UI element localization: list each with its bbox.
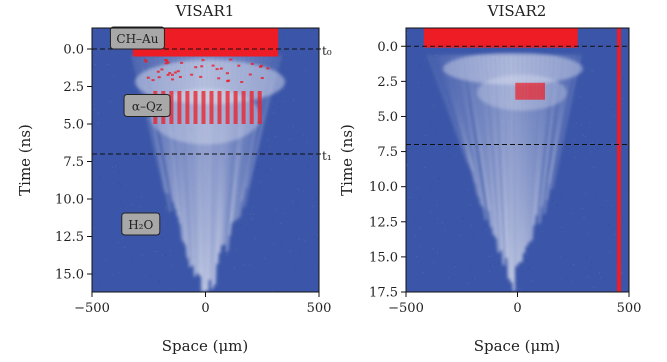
reference-line (617, 28, 621, 292)
y-tick-label: 12.5 (369, 215, 398, 230)
y-tick-label: 10.0 (369, 180, 398, 195)
y-tick-label: 7.5 (63, 155, 84, 170)
visar1-panel: VISAR1 CH–Au α–Qz H₂O t₀ t₁ −500 0 500 0.0 2.5 5… (16, 2, 332, 355)
streak-image (406, 28, 629, 292)
y-tick-label: 15.0 (55, 268, 84, 283)
y-tick-label: 5.0 (63, 118, 84, 133)
x-tick-label: −500 (74, 301, 110, 316)
y-tick-label: 17.5 (369, 286, 398, 301)
time-marker-label: t₀ (322, 44, 332, 58)
y-tick-label: 0.0 (63, 43, 84, 58)
x-tick-label: 0 (201, 301, 209, 316)
y-tick-label: 2.5 (377, 75, 398, 90)
y-tick-label: 0.0 (377, 40, 398, 55)
svg-text:H₂O: H₂O (128, 218, 153, 232)
y-tick-label: 12.5 (55, 230, 84, 245)
y-tick-label: 2.5 (63, 80, 84, 95)
x-axis-label: Space (μm) (162, 337, 249, 355)
x-axis-label: Space (μm) (474, 337, 561, 355)
y-tick-label: 5.0 (377, 110, 398, 125)
y-axis-label: Time (ns) (16, 124, 34, 196)
panel-title: VISAR2 (487, 2, 547, 20)
time-marker-label: t₁ (322, 149, 332, 163)
time-marker-lines (92, 48, 322, 155)
y-tick-label: 15.0 (369, 250, 398, 265)
y-axis-label: Time (ns) (338, 124, 356, 196)
axes: −500 0 500 0.0 2.5 5.0 7.5 10.0 12.5 15.0 (55, 27, 332, 316)
region-label: H₂O (121, 212, 161, 236)
time-marker-lines (406, 45, 629, 146)
y-tick-label: 7.5 (377, 145, 398, 160)
region-labels: CH–Au α–Qz H₂O (109, 26, 171, 236)
panel-title: VISAR1 (175, 2, 235, 20)
y-tick-label: 10.0 (55, 193, 84, 208)
x-tick-label: 500 (617, 301, 642, 316)
visar2-panel: VISAR2 −500 0 500 0.0 2.5 5.0 7.5 10.0 12.5 15.0 1… (338, 2, 641, 355)
svg-text:CH–Au: CH–Au (116, 32, 158, 46)
x-tick-label: 0 (513, 301, 521, 316)
time-marker-labels: t₀ t₁ (322, 44, 332, 163)
x-tick-label: −500 (388, 301, 424, 316)
x-tick-label: 500 (307, 301, 332, 316)
axes: −500 0 500 0.0 2.5 5.0 7.5 10.0 12.5 15.0 17.5 (369, 27, 642, 316)
region-label: CH–Au (109, 26, 165, 50)
saturated-region (423, 28, 578, 100)
svg-text:α–Qz: α–Qz (132, 100, 162, 114)
region-label: α–Qz (123, 94, 171, 117)
